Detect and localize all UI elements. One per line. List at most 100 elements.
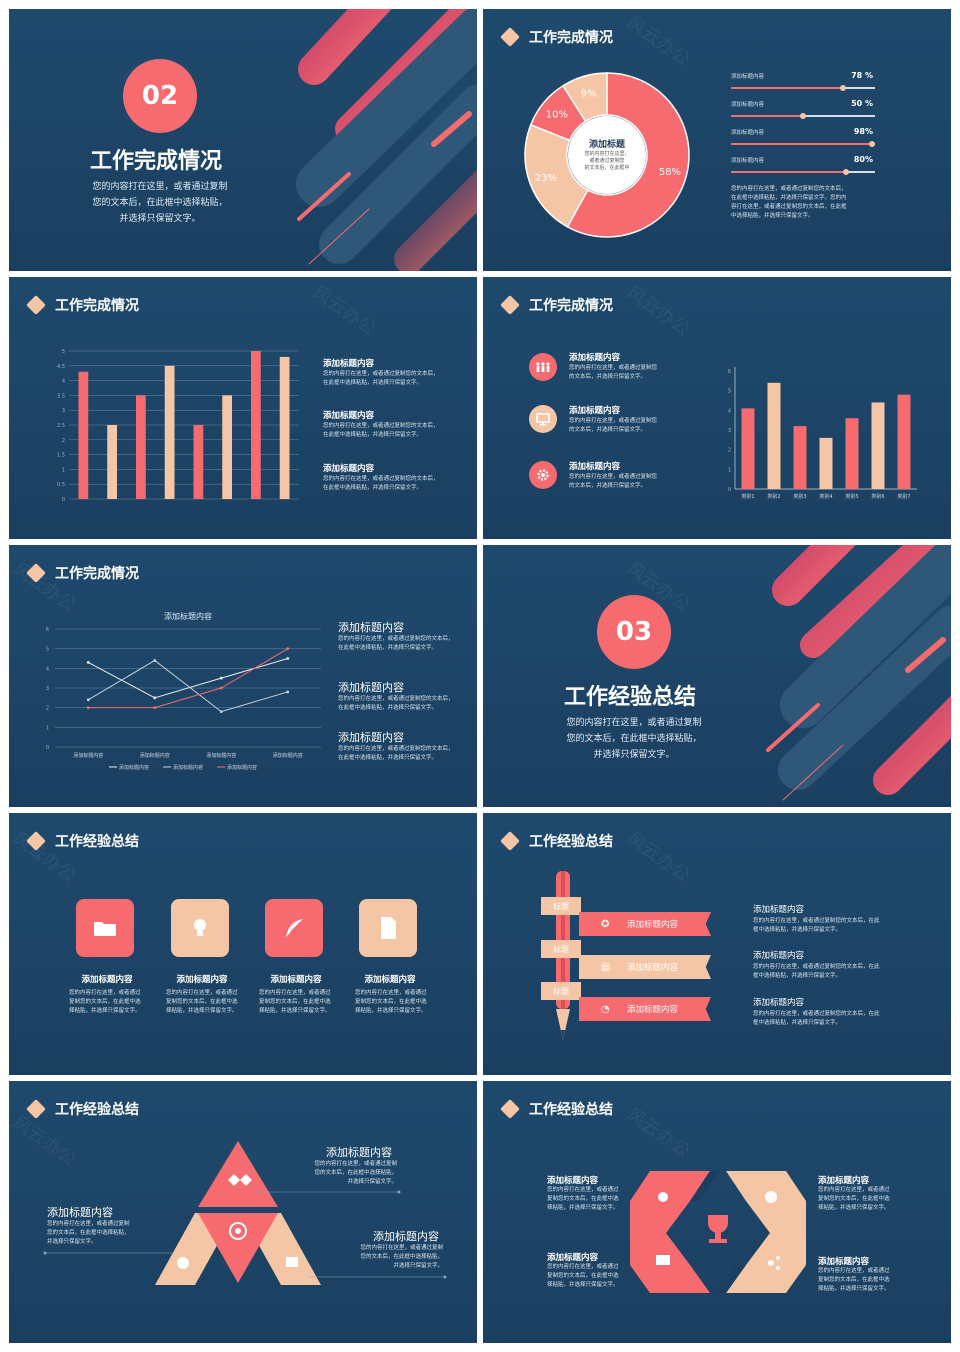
item-text: 您的内容打在这里，或者通过复制您的文本后，在此框中选择粘贴，并选择只保留文字。 <box>47 1220 130 1247</box>
item-title: 添加标题内容 <box>81 975 133 985</box>
progress-track <box>731 113 875 119</box>
text-line: 您的内容打在这里，或者通过复制您的文本后， <box>338 746 454 752</box>
text-line: 并选择只保留文字。 <box>47 1239 97 1245</box>
progress-track <box>731 85 875 91</box>
decorative-stripes <box>296 9 477 271</box>
progress-label: 添加标题内容 <box>731 130 765 136</box>
item-text: 您的内容打在这里，或者通过复制您 的文本后，并选择只保留文字。 <box>569 473 657 491</box>
y-tick-label: 3 <box>46 686 49 692</box>
series-point <box>86 698 90 702</box>
item-title: 添加标题内容 <box>753 905 805 915</box>
y-tick-label: 2.5 <box>57 423 65 429</box>
y-tick-label: 4 <box>62 379 65 385</box>
icon-box-quill <box>265 899 323 957</box>
text-line: 择粘贴，并选择只保留文字。 <box>259 1008 331 1014</box>
slide-bar-chart[interactable]: 工作完成情况 风云办公 0 0.5 1 1.5 2 2.5 3 3.5 4 4.5 5 添加标题内容… <box>9 277 477 539</box>
bar-chart-2: 0 1 2 3 4 5 6 类别1 类别2 类别3 类别4 类别5 类别6 类别7 <box>728 367 917 500</box>
item-title: 添加标题内容 <box>818 1257 870 1267</box>
paragraph-line: 您的内容打在这里，或者通过复制您的文本后， <box>731 186 847 192</box>
item-text: 您的内容打在这里，或者通过复制您的文本后，在此框中选择粘贴，并选择只保留文字。 <box>259 989 331 1016</box>
text-line: 复制您的文本后，在此框中选 <box>69 999 141 1005</box>
item-title: 添加标题内容 <box>818 1176 870 1186</box>
donut-slice-label: 10% <box>546 110 568 121</box>
award-icon: ✪ <box>601 918 610 930</box>
text-line: 您的内容打在这里，或者通过 <box>818 1187 890 1193</box>
paragraph-line: 中选择粘贴，并选择只保留文字。 <box>731 213 814 219</box>
item-title: 添加标题内容 <box>569 462 621 472</box>
header-title: 工作完成情况 <box>529 30 613 46</box>
slide-section-03[interactable]: 风云办公 03 工作经验总结 您的内容打在这里，或者通过复制 您的文本后，在此框… <box>483 545 951 807</box>
text-line: 复制您的文本后，在此框中选 <box>547 1196 619 1202</box>
item-text: 您的内容打在这里，或者通过复制您的文本后，在此框中选择粘贴，并选择只保留文字。 <box>547 1263 619 1290</box>
subtitle-line: 您的内容打在这里，或者通过复制 <box>566 718 702 728</box>
slide-four-icons[interactable]: 工作经验总结 风云办公 添加标题内容 您的内容打在这里，或者通过 复制您的文本后，… <box>9 813 477 1075</box>
item-title: 添加标题内容 <box>323 464 375 474</box>
section-title: 工作经验总结 <box>564 685 697 710</box>
text-line: 在此框中选择粘贴，并选择只保留文字。 <box>323 380 423 386</box>
series-line <box>87 659 288 713</box>
bar <box>767 382 781 489</box>
text-line: 您的内容打在这里，或者通过复制您的文本后， <box>323 371 439 377</box>
item-text: 您的内容打在这里，或者通过复制您的文本后，在此框中选择粘贴，并选择只保留文字。 <box>323 422 439 440</box>
item-title: 添加标题内容 <box>547 1253 599 1263</box>
header-title: 工作经验总结 <box>55 1102 139 1118</box>
progress-label: 添加标题内容 <box>731 102 765 108</box>
y-tick-label: 1 <box>46 725 49 731</box>
slide-header: 工作经验总结 <box>25 1097 139 1121</box>
donut-hole <box>568 116 646 194</box>
series-point <box>86 706 90 710</box>
header-title: 工作经验总结 <box>529 1102 613 1118</box>
y-tick-label: 3 <box>728 428 731 434</box>
center-text-line: 的文本后，在此框中 <box>584 165 630 171</box>
text-line: 在此框中选择粘贴，并选择只保留文字。 <box>338 755 438 761</box>
donut-slice-label: 23% <box>535 173 557 184</box>
item-text: 您的内容打在这里，或者通过复制您的文本后，在此框中选择粘贴，并选择只保留文字。 <box>355 989 427 1016</box>
progress-percent: 78 % <box>851 71 873 80</box>
donut-slice-label: 9% <box>581 89 597 100</box>
text-line: 您的内容打在这里，或者通过复制 <box>314 1161 397 1167</box>
text-line: 您的内容打在这里，或者通过 <box>355 990 427 996</box>
slide-line-chart[interactable]: 工作完成情况 风云办公 添加标题内容 0 1 2 3 4 5 6 添加标题内容 添加标题内容 添加标… <box>9 545 477 807</box>
progress-track <box>731 169 875 175</box>
slide-pencil-ribbons[interactable]: 工作经验总结 风云办公 标题 标题 标题 ✪ 添加标题内容 ▤ 添加标题内容 ◔ 添加… <box>483 813 951 1075</box>
ribbon-item: ▤ 添加标题内容 <box>579 955 711 979</box>
text-line: 复制您的文本后，在此框中选 <box>166 999 238 1005</box>
icon-circle-people <box>529 353 557 381</box>
y-tick-label: 4.5 <box>57 364 65 370</box>
text-line: 择粘贴，并选择只保留文字。 <box>355 1008 427 1014</box>
subtitle-line: 并选择只保留文字。 <box>593 750 675 760</box>
text-line: 的文本后，并选择只保留文字。 <box>569 483 647 489</box>
bar-chart-1: 0 0.5 1 1.5 2 2.5 3 3.5 4 4.5 5 <box>57 349 299 503</box>
y-tick-label: 4 <box>46 666 49 672</box>
text-line: 框中选择粘贴，并选择只保留文字。 <box>753 927 842 933</box>
series-line <box>88 658 288 699</box>
item-title: 添加标题内容 <box>753 998 805 1008</box>
text-line: 您的内容打在这里，或者通过复制您的文本后， <box>338 636 454 642</box>
progress-knob <box>869 141 876 147</box>
x-tick-label: 类别6 <box>871 493 884 500</box>
slide-section-02[interactable]: 02 工作完成情况 您的内容打在这里，或者通过复制 您的文本后，在此框中选择粘贴… <box>9 9 477 271</box>
progress-track <box>731 141 876 147</box>
section-number-badge: 02 <box>123 59 197 133</box>
text-line: 您的内容打在这里，或者通过 <box>547 1264 619 1270</box>
slide-icons-bar-chart[interactable]: 工作完成情况 风云办公 添加标题内容 您的内容打在这里，或者通过复制您 的文本后，… <box>483 277 951 539</box>
folder-icon <box>94 922 116 936</box>
text-line: 您的内容打在这里，或者通过复制您的文本后， <box>338 696 454 702</box>
y-tick-label: 0 <box>46 745 49 751</box>
text-line: 在此框中选择粘贴，并选择只保留文字。 <box>338 645 438 651</box>
y-tick-label: 5 <box>46 647 49 653</box>
bar <box>78 371 89 499</box>
text-line: 您的内容打在这里，或者通过复制您的文本后，在此 <box>753 964 880 970</box>
slide-triangle-diagram[interactable]: 工作经验总结 风云办公 添加标题内容 您的内容打在这里，或者通过复制 您的文本后，… <box>9 1081 477 1343</box>
x-tick-label: 类别4 <box>819 493 832 500</box>
slide-chevron-diagram[interactable]: 工作经验总结 风云办公 添加标题内容 您的内容打在这里，或者通过 复制您的文本后，… <box>483 1081 951 1343</box>
series-point <box>219 686 223 690</box>
bar <box>193 425 204 499</box>
y-tick-label: 2 <box>46 706 49 712</box>
text-line: 的文本后，并选择只保留文字。 <box>569 427 647 433</box>
tag-label: 标题 <box>541 897 581 915</box>
item-text: 您的内容打在这里，或者通过复制您的文本后，在此框中选择粘贴，并选择只保留文字。 <box>753 917 880 935</box>
text-line: 并选择只保留文字。 <box>347 1179 397 1185</box>
slide-donut-progress[interactable]: 工作完成情况 风云办公 58% 23% 10% 9% 添加标题 您的内容打在这里， 或… <box>483 9 951 271</box>
series-point <box>286 657 290 660</box>
